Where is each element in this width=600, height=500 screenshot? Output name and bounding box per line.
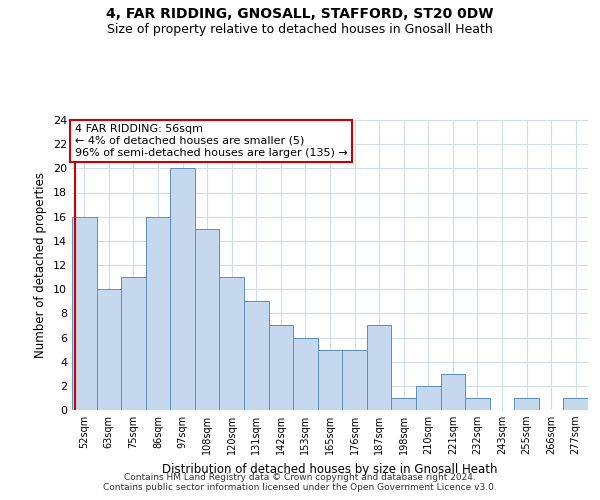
Bar	[465, 398, 490, 410]
Bar	[121, 277, 146, 410]
Bar	[269, 326, 293, 410]
Bar	[367, 326, 391, 410]
Bar	[440, 374, 465, 410]
Bar	[97, 289, 121, 410]
Text: 4, FAR RIDDING, GNOSALL, STAFFORD, ST20 0DW: 4, FAR RIDDING, GNOSALL, STAFFORD, ST20 …	[106, 8, 494, 22]
Bar	[146, 216, 170, 410]
Bar	[195, 229, 220, 410]
Bar	[220, 277, 244, 410]
Bar	[293, 338, 318, 410]
Bar	[391, 398, 416, 410]
Y-axis label: Number of detached properties: Number of detached properties	[34, 172, 47, 358]
Bar	[318, 350, 342, 410]
Bar	[244, 301, 269, 410]
Bar	[72, 216, 97, 410]
Bar	[342, 350, 367, 410]
Bar	[514, 398, 539, 410]
Bar	[170, 168, 195, 410]
Bar	[563, 398, 588, 410]
Text: Contains HM Land Registry data © Crown copyright and database right 2024.
Contai: Contains HM Land Registry data © Crown c…	[103, 473, 497, 492]
Bar	[416, 386, 440, 410]
Text: Size of property relative to detached houses in Gnosall Heath: Size of property relative to detached ho…	[107, 22, 493, 36]
Text: 4 FAR RIDDING: 56sqm
← 4% of detached houses are smaller (5)
96% of semi-detache: 4 FAR RIDDING: 56sqm ← 4% of detached ho…	[74, 124, 347, 158]
X-axis label: Distribution of detached houses by size in Gnosall Heath: Distribution of detached houses by size …	[162, 462, 498, 475]
